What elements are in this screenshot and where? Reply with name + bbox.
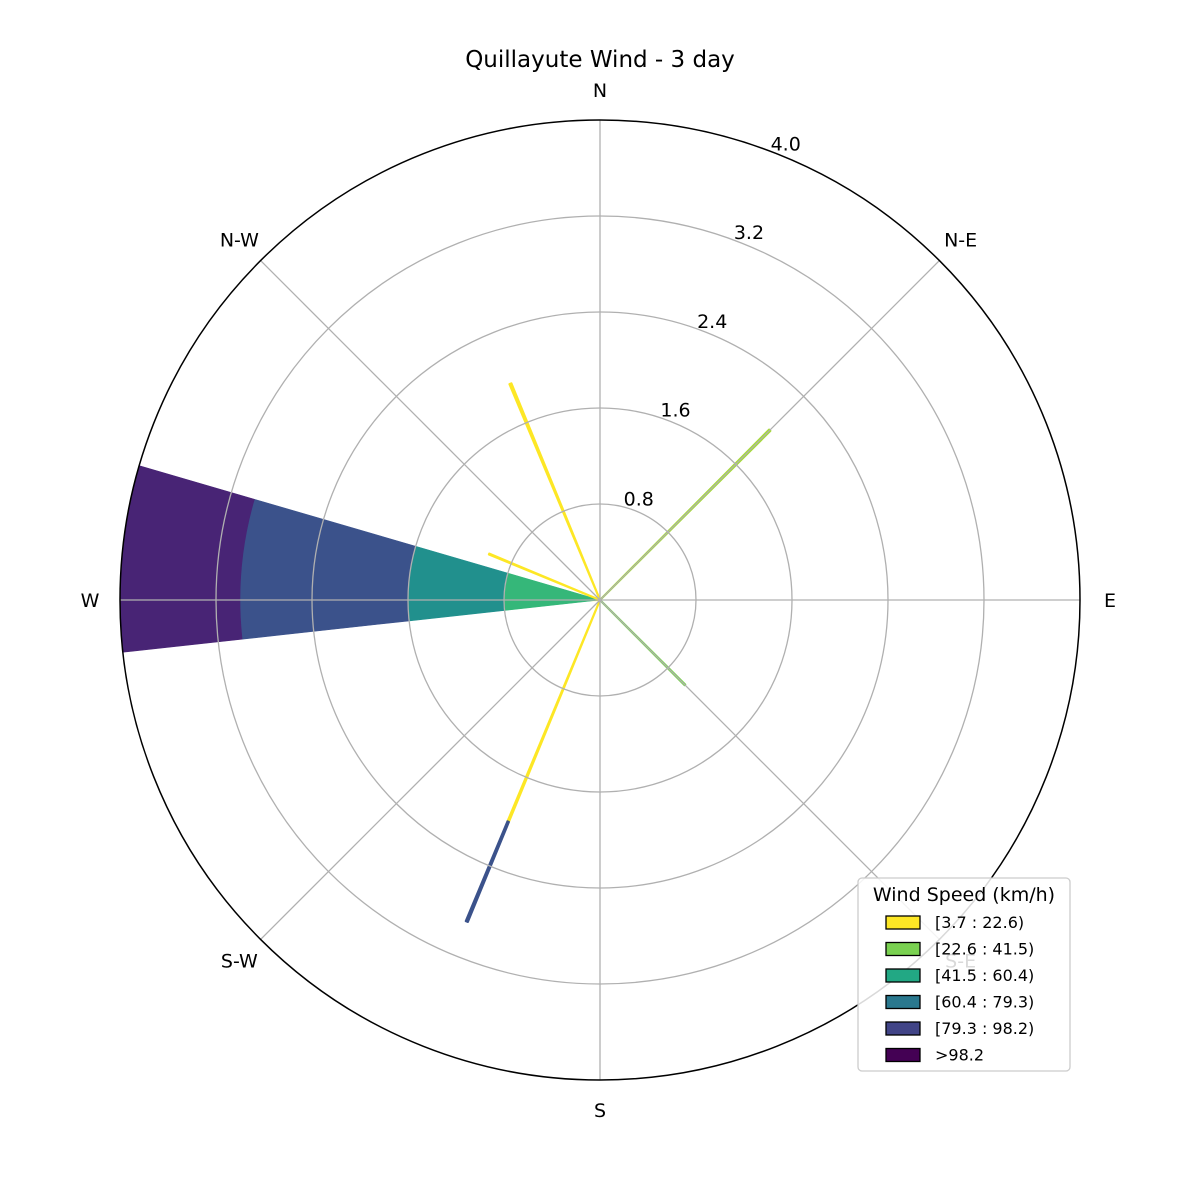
radial-tick-label: 0.8 xyxy=(624,488,654,510)
grid-spoke xyxy=(600,261,939,600)
direction-label: S-W xyxy=(221,951,258,973)
legend-swatch xyxy=(886,943,920,956)
direction-label: N-E xyxy=(944,229,977,251)
legend-swatch xyxy=(886,1022,920,1035)
legend-swatch xyxy=(886,996,920,1009)
direction-label: W xyxy=(81,590,100,612)
radial-tick-label: 1.6 xyxy=(660,400,690,422)
wedge-segment xyxy=(466,821,509,921)
wedge-segment xyxy=(507,600,600,822)
wedge-segment xyxy=(240,499,416,639)
direction-label: N xyxy=(593,80,607,102)
grid-spoke xyxy=(261,600,600,939)
wedges-layer xyxy=(120,383,770,922)
legend-label: [3.7 : 22.6) xyxy=(935,913,1024,932)
legend-label: [79.3 : 98.2) xyxy=(935,1019,1034,1038)
legend-swatch xyxy=(886,1049,920,1062)
wedge-segment xyxy=(408,546,508,621)
legend-swatch xyxy=(886,969,920,982)
radial-tick-label: 2.4 xyxy=(697,311,727,333)
legend-label: [22.6 : 41.5) xyxy=(935,940,1034,959)
direction-label: E xyxy=(1104,590,1116,612)
direction-label: N-W xyxy=(220,229,259,251)
radial-tick-label: 4.0 xyxy=(771,134,801,156)
legend-label: [60.4 : 79.3) xyxy=(935,993,1034,1012)
legend-label: >98.2 xyxy=(935,1046,984,1065)
legend: Wind Speed (km/h) [3.7 : 22.6) [22.6 : 41.… xyxy=(858,878,1070,1071)
chart-title: Quillayute Wind - 3 day xyxy=(465,47,735,73)
legend-title: Wind Speed (km/h) xyxy=(873,884,1055,906)
direction-label: S xyxy=(594,1100,606,1122)
legend-swatch xyxy=(886,916,920,929)
radial-tick-label: 3.2 xyxy=(734,222,764,244)
legend-label: [41.5 : 60.4) xyxy=(935,966,1034,985)
wedge-segment xyxy=(120,466,254,653)
